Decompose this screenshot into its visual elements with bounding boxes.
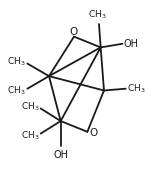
Text: O: O <box>90 128 98 138</box>
Text: CH$_3$: CH$_3$ <box>20 129 39 142</box>
Text: OH: OH <box>124 39 139 49</box>
Text: CH$_3$: CH$_3$ <box>127 83 146 95</box>
Text: OH: OH <box>53 150 68 160</box>
Text: O: O <box>69 27 77 37</box>
Text: CH$_3$: CH$_3$ <box>7 56 26 68</box>
Text: CH$_3$: CH$_3$ <box>7 84 26 97</box>
Text: CH$_3$: CH$_3$ <box>20 100 39 113</box>
Text: CH$_3$: CH$_3$ <box>88 9 107 21</box>
